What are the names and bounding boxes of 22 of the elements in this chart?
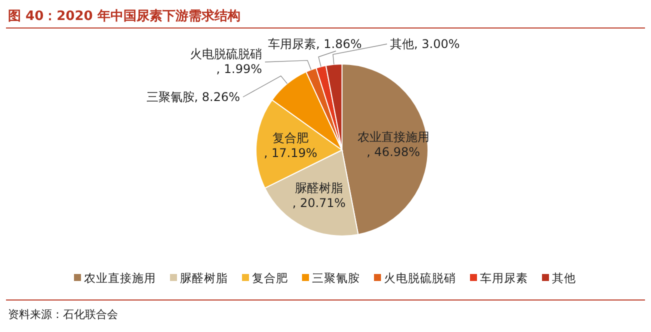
data-label: , 8.26%: [194, 90, 240, 104]
chart-title: 图 40：2020 年中国尿素下游需求结构: [8, 8, 240, 24]
data-label: , 20.71%: [292, 196, 346, 210]
legend-label: 脲醛树脂: [180, 271, 228, 285]
legend-label: 车用尿素: [480, 271, 528, 285]
legend-label: 三聚氰胺: [312, 271, 360, 285]
data-label: , 1.86%: [316, 37, 362, 51]
slice-label: 其他: [390, 37, 414, 51]
slice-label: 脲醛树脂: [295, 181, 344, 196]
legend-label: 其他: [552, 271, 576, 285]
slice-label: 火电脱硫脱硝: [190, 47, 262, 61]
slice-label: 三聚氰胺: [146, 90, 194, 104]
legend-label: 农业直接施用: [84, 271, 156, 285]
slice-label: 车用尿素: [268, 37, 316, 51]
data-label: , 1.99%: [216, 62, 262, 76]
text: 资料来源：石化联合会: [8, 308, 118, 321]
legend-label: 火电脱硫脱硝: [384, 271, 456, 285]
data-label: , 3.00%: [414, 37, 460, 51]
legend-label: 复合肥: [252, 271, 288, 285]
slice-label: 复合肥: [272, 130, 309, 145]
data-label: , 17.19%: [264, 146, 318, 160]
data-label: , 46.98%: [366, 145, 420, 160]
